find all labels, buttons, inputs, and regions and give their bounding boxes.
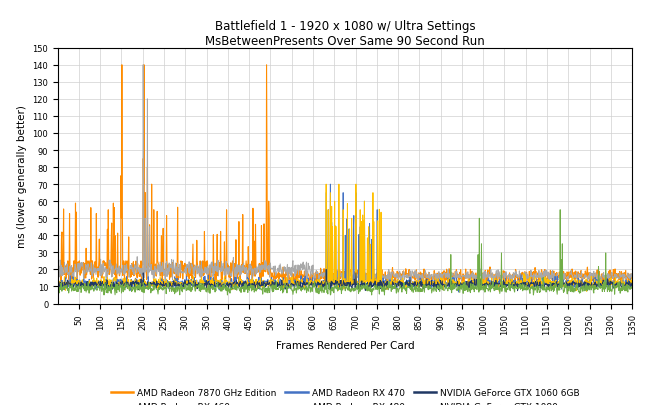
AMD Radeon 7870 GHz Edition [70, 271, 77, 276]
NVIDIA GeForce GTX 1080 [483, 287, 491, 292]
AMD Radeon RX 460 [484, 275, 491, 280]
AMD Radeon 7870 GHz Edition [511, 281, 519, 286]
AMD Radeon RX 480 [495, 289, 503, 294]
AMD Radeon RX 460 [254, 267, 262, 272]
Title: Battlefield 1 - 1920 x 1080 w/ Ultra Settings
MsBetweenPresents Over Same 90 Sec: Battlefield 1 - 1920 x 1080 w/ Ultra Set… [205, 19, 485, 47]
Legend: AMD Radeon 7870 GHz Edition, AMD Radeon RX 460, AMD Radeon RX 470, AMD Radeon RX: AMD Radeon 7870 GHz Edition, AMD Radeon … [107, 385, 583, 405]
AMD Radeon RX 460 [70, 271, 77, 275]
AMD Radeon RX 470 [253, 280, 261, 285]
AMD Radeon 7870 GHz Edition [204, 288, 212, 292]
NVIDIA GeForce GTX 1080 [511, 290, 519, 295]
NVIDIA GeForce GTX 1080 [193, 284, 201, 288]
NVIDIA GeForce GTX 1080 [70, 289, 77, 294]
Line: AMD Radeon RX 470: AMD Radeon RX 470 [58, 185, 632, 292]
NVIDIA GeForce GTX 1080 [255, 283, 263, 288]
AMD Radeon RX 480 [511, 283, 519, 288]
AMD Radeon RX 460 [511, 273, 519, 278]
NVIDIA GeForce GTX 1060 6GB [253, 279, 261, 284]
X-axis label: Frames Rendered Per Card: Frames Rendered Per Card [276, 340, 414, 350]
NVIDIA GeForce GTX 1080 [557, 208, 564, 213]
AMD Radeon RX 480 [254, 283, 262, 288]
AMD Radeon RX 480 [192, 278, 200, 283]
AMD Radeon RX 470 [628, 278, 636, 283]
Line: AMD Radeon 7870 GHz Edition: AMD Radeon 7870 GHz Edition [58, 66, 632, 290]
Line: NVIDIA GeForce GTX 1060 6GB: NVIDIA GeForce GTX 1060 6GB [58, 270, 632, 291]
AMD Radeon 7870 GHz Edition [118, 63, 126, 68]
AMD Radeon 7870 GHz Edition [193, 238, 201, 243]
NVIDIA GeForce GTX 1060 6GB [192, 282, 200, 287]
AMD Radeon RX 480 [253, 281, 261, 286]
AMD Radeon RX 470 [192, 279, 200, 284]
AMD Radeon 7870 GHz Edition [255, 270, 263, 275]
Line: NVIDIA GeForce GTX 1080: NVIDIA GeForce GTX 1080 [58, 210, 632, 295]
AMD Radeon RX 460 [628, 276, 636, 281]
AMD Radeon RX 460 [139, 63, 147, 68]
NVIDIA GeForce GTX 1080 [254, 286, 262, 290]
Y-axis label: ms (lower generally better): ms (lower generally better) [17, 105, 27, 247]
AMD Radeon RX 480 [628, 276, 636, 281]
AMD Radeon RX 470 [484, 279, 491, 284]
NVIDIA GeForce GTX 1080 [54, 286, 62, 291]
AMD Radeon RX 470 [254, 279, 262, 284]
AMD Radeon 7870 GHz Edition [255, 268, 263, 273]
NVIDIA GeForce GTX 1060 6GB [483, 282, 491, 287]
NVIDIA GeForce GTX 1060 6GB [70, 285, 77, 290]
AMD Radeon RX 480 [482, 280, 490, 285]
NVIDIA GeForce GTX 1060 6GB [511, 284, 519, 289]
AMD Radeon 7870 GHz Edition [54, 260, 62, 265]
AMD Radeon RX 470 [54, 280, 62, 285]
NVIDIA GeForce GTX 1060 6GB [514, 289, 522, 294]
AMD Radeon RX 470 [326, 182, 334, 187]
NVIDIA GeForce GTX 1080 [100, 293, 108, 298]
AMD Radeon RX 480 [54, 63, 62, 68]
NVIDIA GeForce GTX 1060 6GB [54, 283, 62, 288]
AMD Radeon RX 460 [193, 267, 201, 272]
AMD Radeon RX 460 [399, 283, 406, 288]
AMD Radeon RX 460 [255, 262, 263, 267]
Line: AMD Radeon RX 460: AMD Radeon RX 460 [58, 66, 632, 285]
NVIDIA GeForce GTX 1060 6GB [254, 286, 262, 291]
AMD Radeon RX 480 [70, 278, 77, 283]
Line: AMD Radeon RX 480: AMD Radeon RX 480 [58, 66, 632, 292]
AMD Radeon 7870 GHz Edition [628, 273, 636, 278]
AMD Radeon RX 460 [54, 269, 62, 274]
AMD Radeon RX 470 [511, 284, 519, 289]
AMD Radeon RX 470 [455, 290, 462, 295]
NVIDIA GeForce GTX 1060 6GB [322, 267, 330, 272]
AMD Radeon RX 470 [70, 281, 77, 286]
AMD Radeon 7870 GHz Edition [484, 279, 491, 284]
NVIDIA GeForce GTX 1080 [628, 286, 636, 291]
NVIDIA GeForce GTX 1060 6GB [628, 281, 636, 286]
